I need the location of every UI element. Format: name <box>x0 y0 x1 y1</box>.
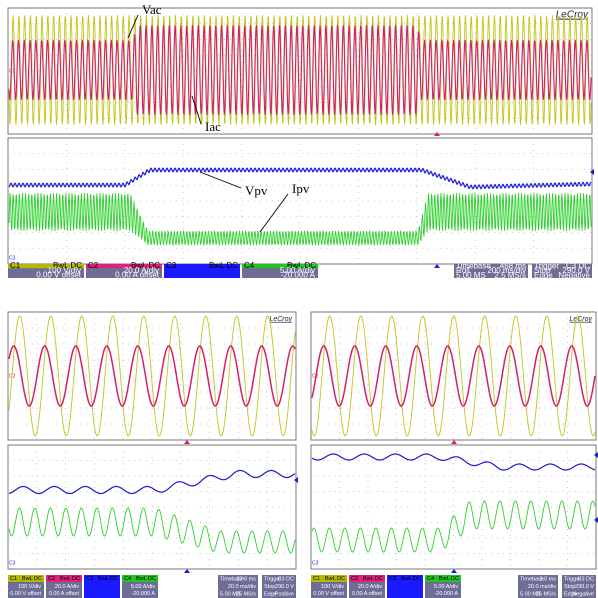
channel-coupling: BwL DC <box>209 261 238 270</box>
trigger-value: Positive <box>275 592 294 598</box>
trigger-label: Stop <box>564 584 575 590</box>
channel-name: C3 <box>389 576 396 582</box>
trigger-marker <box>451 569 457 573</box>
trigger-label: Stop <box>264 584 275 590</box>
timebase-value: 3.0 ms <box>539 576 556 582</box>
brand: LeCroy <box>569 316 592 323</box>
timebase-value: 2.5 MS/s <box>494 271 526 280</box>
channel-offset: 0.00 A offset <box>352 591 383 597</box>
channel-scale: 20.0 A/div <box>55 584 79 590</box>
channel-name: C4 <box>244 261 255 270</box>
channel-tag: C3 <box>9 560 16 566</box>
trigger-label: Edge <box>534 271 553 280</box>
channel-offset: 0.00 V offset <box>10 591 41 597</box>
timebase-value: 20.0 ms/div <box>528 584 556 590</box>
channel-name: C4 <box>124 576 131 582</box>
channel-scale: 20.0 A/div <box>358 584 382 590</box>
trigger-value: 290.0 V <box>275 584 294 590</box>
channel-coupling: BwL DC <box>325 576 345 582</box>
channel-coupling: BwL DC <box>22 576 42 582</box>
channel-name: C1 <box>10 576 17 582</box>
timebase-value: 25 MS/s <box>236 592 256 598</box>
trigger-value: Negative <box>558 271 590 280</box>
channel-scale: 100 V/div <box>321 584 344 590</box>
channel-offset: -20.000 A <box>281 270 316 279</box>
trigger-marker <box>184 569 190 573</box>
channel-offset: -20.000 A <box>434 591 458 597</box>
channel-scale: 100 V/div <box>18 584 41 590</box>
figure: LeCroyC2C3C1BwL DC100 V/div0.00 V offset… <box>0 0 598 598</box>
channel-tag: C3 <box>312 560 319 566</box>
channel-name: C1 <box>313 576 320 582</box>
channel-coupling: BwL DC <box>136 576 156 582</box>
trigger-marker <box>434 264 440 268</box>
trigger-marker <box>451 440 457 444</box>
channel-scale: 5.00 A/div <box>131 584 155 590</box>
channel-coupling: BwL DC <box>401 576 421 582</box>
channel-offset: 0.00 V offset <box>313 591 344 597</box>
timebase-value: 20.0 ms/div <box>228 584 256 590</box>
channel-name: C4 <box>427 576 434 582</box>
channel-offset: 0.00 A offset <box>115 270 160 279</box>
channel-coupling: BwL DC <box>98 576 118 582</box>
channel-name: C2 <box>48 576 55 582</box>
channel-name: C3 <box>166 261 177 270</box>
channel-coupling: BwL DC <box>363 576 383 582</box>
timebase-value: 25 MS/s <box>536 592 556 598</box>
timebase-label: 5.00 MS <box>456 271 486 280</box>
timebase-value: 37.6 ms <box>236 576 256 582</box>
brand: LeCroy <box>269 316 292 323</box>
trace-label: Ipv <box>292 181 310 196</box>
channel-coupling: BwL DC <box>439 576 459 582</box>
trace-label: Vpv <box>245 183 268 198</box>
trigger-value: C3 DC <box>277 576 294 582</box>
trigger-value: 290.0 V <box>575 584 594 590</box>
trace-label: Vac <box>142 2 162 17</box>
brand: LeCroy <box>556 10 589 21</box>
channel-offset: 0.00 V offset <box>36 270 82 279</box>
trigger-value: C3 DC <box>577 576 594 582</box>
channel-name: C1 <box>10 261 21 270</box>
channel-offset: 0.00 A offset <box>49 591 80 597</box>
channel-offset: -20.000 A <box>131 591 155 597</box>
trigger-value: Negative <box>572 592 594 598</box>
channel-scale: 5.00 A/div <box>434 584 458 590</box>
channel-coupling: BwL DC <box>60 576 80 582</box>
trigger-marker <box>184 440 190 444</box>
channel-name: C2 <box>88 261 99 270</box>
channel-name: C3 <box>86 576 93 582</box>
channel-name: C2 <box>351 576 358 582</box>
trace-label: Iac <box>205 119 221 134</box>
